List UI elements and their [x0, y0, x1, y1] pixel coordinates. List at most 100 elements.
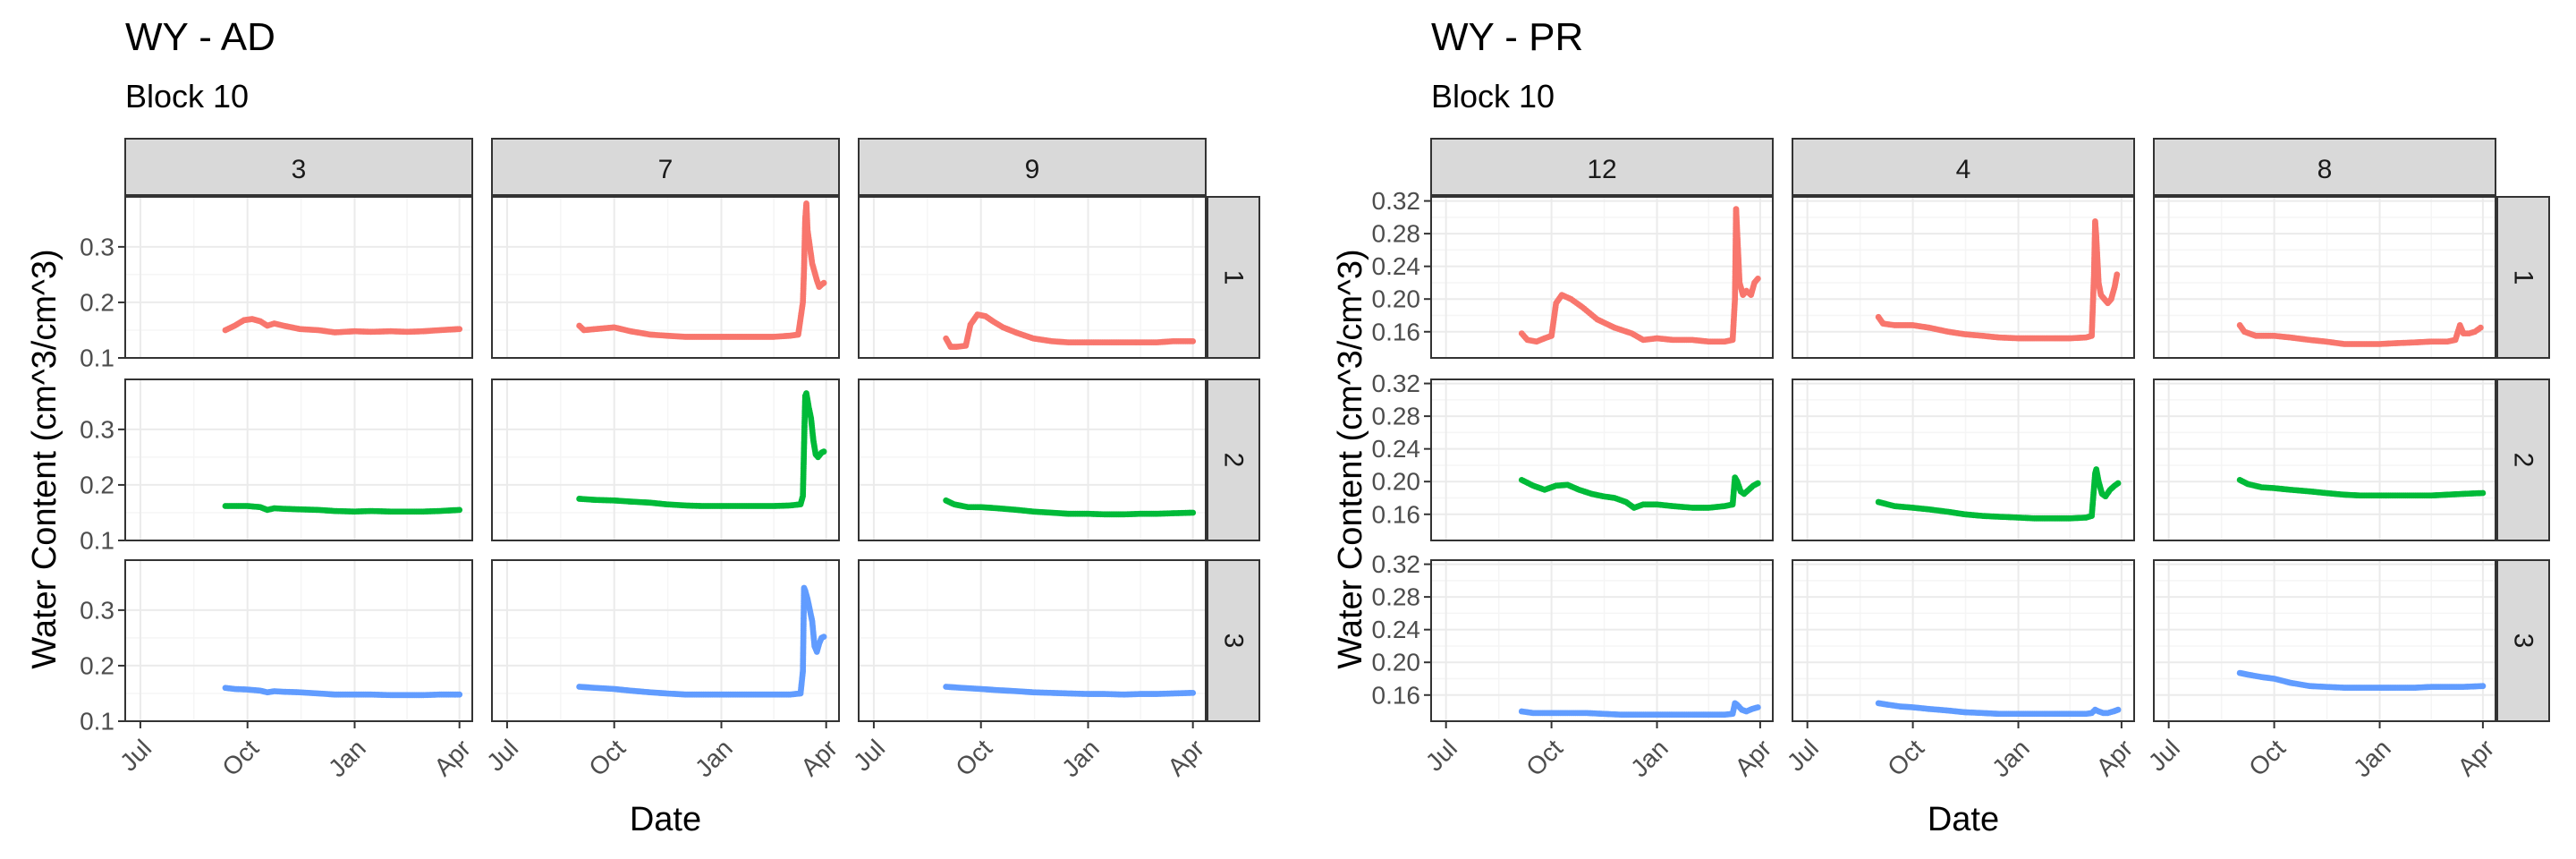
panel-7-3: Jul Oct Jan Apr	[481, 559, 843, 782]
row-strip-2	[2496, 378, 2550, 541]
series-points	[1518, 206, 1761, 345]
chart-title: WY - PR	[1431, 15, 1583, 59]
series-points	[2236, 476, 2487, 499]
data-point	[2477, 324, 2484, 331]
x-tick-label: Jan	[323, 734, 371, 782]
y-tick-label: 0.20	[1372, 285, 1421, 313]
x-tick-label: Jul	[1420, 734, 1462, 776]
x-tick-label: Apr	[795, 734, 843, 781]
series-points	[2236, 669, 2487, 691]
panel-border	[1430, 196, 1774, 359]
y-tick-label: 0.2	[80, 651, 114, 679]
series-points	[576, 390, 827, 509]
data-point	[820, 448, 827, 455]
panel-8-2	[2153, 378, 2496, 541]
series-points	[943, 311, 1197, 350]
panel-4-1	[1792, 196, 2135, 359]
x-axis-title: Date	[1928, 801, 1999, 838]
x-tick-label: Jul	[848, 734, 890, 776]
x-tick-label: Jul	[1782, 734, 1824, 776]
y-tick-label: 0.28	[1372, 220, 1421, 248]
y-tick-label: 0.2	[80, 471, 114, 498]
x-tick-label: Jan	[690, 734, 738, 782]
panel-border	[2153, 378, 2496, 541]
panel-border	[491, 378, 840, 541]
row-strip-1	[1207, 196, 1260, 359]
data-point	[2114, 271, 2121, 278]
data-point	[1754, 480, 1761, 487]
column-strip-label: 3	[292, 155, 307, 184]
x-tick-label: Jul	[2143, 734, 2185, 776]
x-tick-label: Apr	[428, 734, 476, 781]
y-tick-label: 0.2	[80, 288, 114, 316]
x-tick-label: Apr	[2091, 734, 2139, 781]
y-axis-title: Water Content (cm^3/cm^3)	[26, 249, 64, 668]
series-points	[943, 684, 1197, 698]
series-points	[576, 584, 827, 698]
series-points	[222, 503, 463, 515]
row-strip-2	[1207, 378, 1260, 541]
data-point	[456, 691, 463, 698]
column-strip-label: 9	[1025, 155, 1040, 184]
row-strip-label: 2	[2509, 453, 2538, 468]
column-strip-4	[1792, 138, 2135, 196]
panel-border	[2153, 559, 2496, 722]
y-tick-label: 0.20	[1372, 649, 1421, 676]
chart-subtitle: Block 10	[1431, 78, 1555, 115]
y-tick-label: 0.3	[80, 596, 114, 624]
column-strip-7	[491, 138, 840, 196]
row-strip-label: 1	[1219, 270, 1249, 285]
column-strip-3	[124, 138, 473, 196]
panel-12-2: 0.16 0.20 0.24 0.28 0.32	[1372, 370, 1774, 541]
panel-9-1	[858, 196, 1207, 359]
panel-border	[1792, 559, 2135, 722]
x-tick-label: Oct	[2243, 734, 2291, 781]
y-tick-label: 0.16	[1372, 681, 1421, 709]
data-point	[1190, 509, 1197, 516]
panel-8-1	[2153, 196, 2496, 359]
y-tick-label: 0.24	[1372, 616, 1421, 643]
y-tick-label: 0.20	[1372, 468, 1421, 496]
panel-border	[1430, 378, 1774, 541]
panel-8-3: Jul Oct Jan Apr	[2143, 559, 2499, 782]
data-point	[820, 634, 827, 641]
row-strip-label: 2	[1219, 453, 1249, 468]
panel-4-3: Jul Oct Jan Apr	[1782, 559, 2139, 782]
row-strip-1	[2496, 196, 2550, 359]
row-strip-label: 3	[1219, 634, 1249, 649]
x-tick-label: Oct	[583, 734, 631, 781]
y-tick-label: 0.16	[1372, 500, 1421, 528]
y-tick-label: 0.1	[80, 344, 114, 372]
panel-9-3: Jul Oct Jan Apr	[848, 559, 1209, 782]
x-tick-label: Apr	[1730, 734, 1777, 781]
y-tick-label: 0.32	[1372, 370, 1421, 397]
row-strip-label: 3	[2509, 634, 2538, 649]
panel-border	[858, 378, 1207, 541]
x-tick-label: Jul	[481, 734, 523, 776]
series-points	[1518, 474, 1761, 511]
panel-border	[858, 196, 1207, 359]
x-tick-label: Oct	[1521, 734, 1568, 781]
chart-title: WY - AD	[125, 15, 275, 59]
series-points	[576, 200, 827, 340]
series-points	[2236, 322, 2484, 347]
series-points	[1518, 700, 1761, 719]
data-point	[2479, 683, 2487, 690]
y-tick-label: 0.24	[1372, 252, 1421, 280]
panel-border	[858, 559, 1207, 722]
panel-border	[491, 559, 840, 722]
x-tick-label: Oct	[216, 734, 264, 781]
panel-border	[2153, 196, 2496, 359]
row-strip-label: 1	[2509, 270, 2538, 285]
series-points	[1875, 700, 2122, 718]
panel-9-2	[858, 378, 1207, 541]
panel-3-3: 0.1 0.2 0.3 Jul Oct Jan Apr	[80, 559, 476, 782]
panel-12-3: 0.16 0.20 0.24 0.28 0.32 Jul Oct Jan Apr	[1372, 550, 1777, 782]
x-tick-label: Oct	[1882, 734, 1929, 781]
column-strip-8	[2153, 138, 2496, 196]
panel-border	[124, 196, 473, 359]
y-tick-label: 0.1	[80, 708, 114, 736]
x-tick-label: Jan	[1625, 734, 1674, 782]
